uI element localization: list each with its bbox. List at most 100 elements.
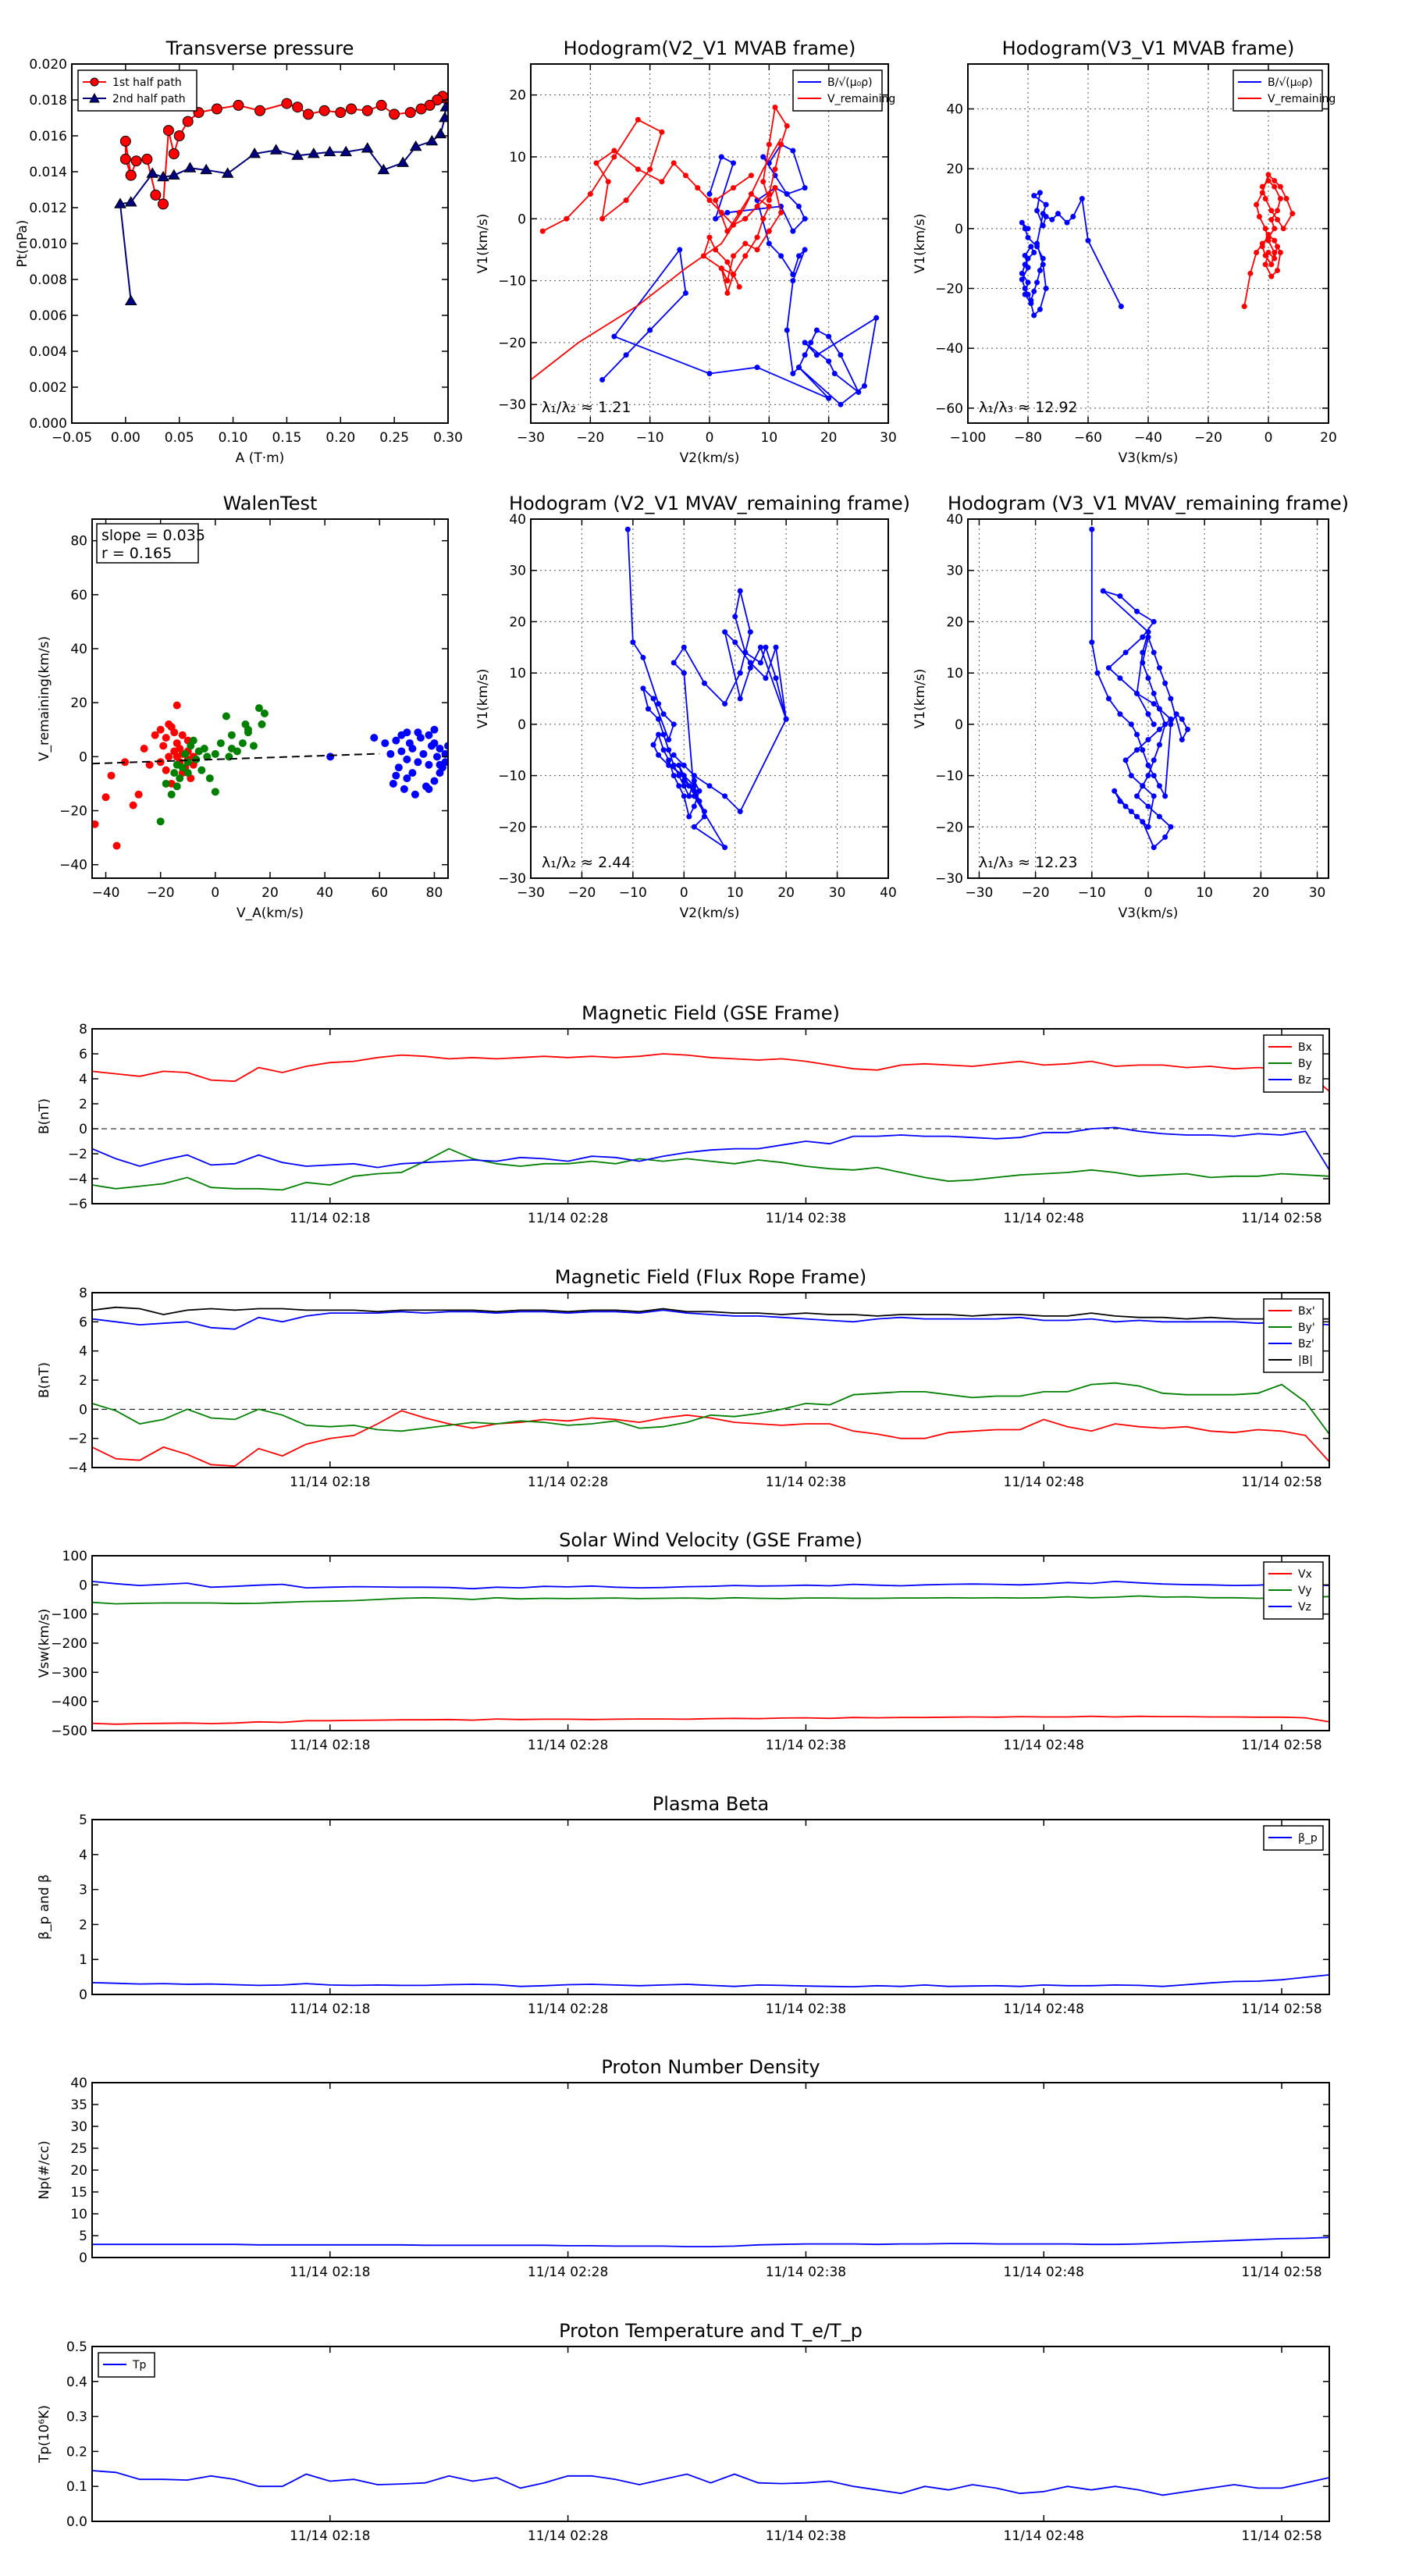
legend-label: B/√(μ₀ρ) <box>827 76 873 89</box>
data-point <box>681 762 687 768</box>
x-tick-label: 11/14 02:18 <box>290 1738 370 1753</box>
data-point <box>1151 773 1157 779</box>
data-point <box>1275 208 1281 214</box>
chart-title: Magnetic Field (GSE Frame) <box>582 1002 840 1024</box>
data-point <box>826 333 832 340</box>
x-tick-label: −20 <box>1022 885 1050 901</box>
data-point <box>1140 649 1146 656</box>
x-tick-label: 30 <box>1309 885 1326 901</box>
data-point <box>1037 190 1043 196</box>
data-point <box>666 757 672 763</box>
x-tick-label: 60 <box>371 885 388 901</box>
data-point <box>766 203 772 209</box>
data-point <box>183 162 197 173</box>
legend-label: 2nd half path <box>112 93 186 105</box>
y-tick-label: 0.018 <box>29 93 67 109</box>
data-point <box>772 185 778 191</box>
data-point <box>1145 803 1151 809</box>
data-point <box>1055 211 1061 217</box>
y-tick-label: 0.1 <box>66 2479 87 2495</box>
data-point <box>676 783 682 789</box>
data-point <box>1040 222 1046 229</box>
y-tick-label: 10 <box>946 666 963 681</box>
data-point <box>124 196 137 207</box>
x-tick-label: −100 <box>950 430 987 446</box>
data-point <box>170 747 179 756</box>
data-point <box>718 209 724 215</box>
series-line-0 <box>92 1410 1329 1468</box>
data-point <box>676 762 682 768</box>
data-point <box>722 845 728 851</box>
data-point <box>838 401 844 407</box>
data-point <box>269 144 283 155</box>
data-point <box>1040 255 1046 262</box>
series-line-2 <box>92 1580 1329 1590</box>
data-point <box>808 340 814 346</box>
data-point <box>766 141 772 148</box>
data-point <box>254 704 263 713</box>
data-point <box>656 716 662 722</box>
plot-area <box>624 526 789 851</box>
panel-p10: Plasma Beta 11/14 02:18 11/14 02:28 11/14 0… <box>37 1793 1330 2017</box>
data-point <box>706 234 713 240</box>
data-point <box>813 352 820 358</box>
data-point <box>221 167 234 178</box>
x-tick-label: 40 <box>880 885 897 901</box>
data-point <box>1265 237 1272 244</box>
data-point <box>134 790 143 799</box>
y-tick-label: −300 <box>51 1665 87 1681</box>
x-tick-label: 11/14 02:58 <box>1241 1475 1321 1490</box>
data-point <box>802 185 808 191</box>
x-tick-label: 0 <box>706 430 714 446</box>
y-tick-label: 0.0 <box>66 2514 87 2530</box>
data-point <box>736 284 742 290</box>
y-tick-label: 5 <box>79 2229 87 2244</box>
panel-p1: Transverse pressure −0.05 0.00 0.05 0.10 0.15… <box>15 37 463 466</box>
data-point <box>691 788 697 794</box>
data-point <box>335 107 347 119</box>
data-point <box>436 760 444 769</box>
y-tick-label: −20 <box>498 336 526 351</box>
data-point <box>706 197 713 203</box>
data-point <box>784 123 790 129</box>
data-point <box>249 742 258 750</box>
data-point <box>611 148 617 154</box>
data-point <box>1156 813 1162 820</box>
series-line-1 <box>92 1595 1329 1605</box>
panel-p12: Proton Temperature and T_e/T_p 11/14 02:1… <box>37 2320 1330 2544</box>
y-axis-label: B(nT) <box>37 1098 52 1134</box>
x-tick-label: 11/14 02:58 <box>1241 2001 1321 2017</box>
chart-title: Hodogram(V3_V1 MVAB frame) <box>1002 37 1295 59</box>
data-point <box>1156 706 1162 712</box>
data-point <box>706 191 713 197</box>
x-tick-label: 0.05 <box>165 430 194 446</box>
data-point <box>248 148 261 158</box>
y-tick-label: 20 <box>946 614 963 630</box>
data-point <box>392 736 400 745</box>
data-point <box>659 129 665 135</box>
data-point <box>1043 201 1049 208</box>
data-point <box>1134 793 1140 799</box>
x-tick-label: 0.00 <box>111 430 140 446</box>
data-point <box>722 629 728 635</box>
data-point <box>1268 273 1275 279</box>
data-point <box>1040 262 1046 268</box>
data-point <box>696 798 702 804</box>
data-point <box>432 753 441 761</box>
data-point <box>772 166 778 173</box>
data-point <box>731 185 737 191</box>
data-point <box>1034 244 1040 250</box>
y-tick-label: −40 <box>935 341 963 357</box>
data-point <box>1185 726 1191 732</box>
data-point <box>124 294 137 305</box>
chart-title: Hodogram (V2_V1 MVAV_remaining frame) <box>509 493 910 514</box>
data-point <box>1043 286 1049 291</box>
plot-area <box>1089 526 1191 851</box>
y-tick-label: 35 <box>70 2097 87 2113</box>
legend-label: Bx <box>1298 1041 1312 1054</box>
data-point <box>650 742 656 748</box>
data-point <box>1145 634 1151 640</box>
y-tick-label: −20 <box>498 820 526 835</box>
y-axis-label: V1(km/s) <box>912 214 928 274</box>
legend-box <box>1232 69 1323 112</box>
